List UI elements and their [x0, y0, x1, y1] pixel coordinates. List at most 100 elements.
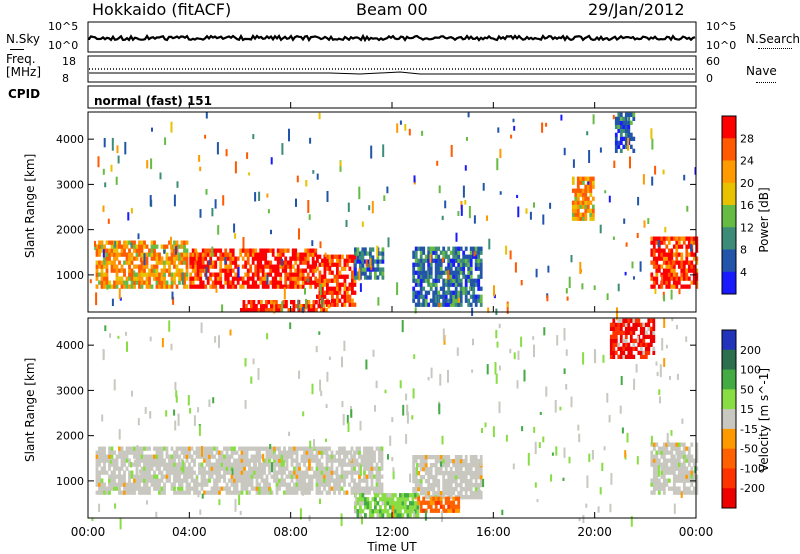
heatmap-cell [295, 490, 299, 495]
heatmap-cell [614, 350, 618, 355]
heatmap-cell [225, 149, 228, 157]
heatmap-cell [209, 260, 213, 265]
heatmap-cell [288, 450, 291, 455]
heatmap-cell [434, 475, 438, 480]
heatmap-cell [369, 275, 372, 280]
heatmap-cell [183, 446, 186, 451]
heatmap-cell [230, 490, 234, 495]
heatmap-cell [675, 490, 679, 495]
colorbar-tick-label: 12 [740, 221, 754, 234]
heatmap-cell [439, 373, 442, 386]
heatmap-cell [120, 252, 124, 257]
heatmap-cell [680, 252, 684, 257]
heatmap-cell [214, 199, 217, 209]
heatmap-cell [447, 282, 451, 287]
heatmap-cell [447, 491, 451, 496]
heatmap-cell [123, 458, 126, 463]
heatmap-cell [264, 248, 268, 253]
heatmap-cell [188, 486, 191, 491]
heatmap-cell [619, 405, 622, 414]
heatmap-cell [599, 487, 602, 495]
heatmap-cell [642, 326, 646, 331]
colorbar-tick-label: 100 [740, 364, 761, 377]
heatmap-cell [185, 268, 189, 273]
heatmap-cell [469, 483, 473, 488]
heatmap-cell [617, 330, 621, 335]
heatmap-cell [442, 508, 446, 513]
heatmap-cell [584, 184, 588, 189]
heatmap-cell [381, 513, 385, 518]
heatmap-cell [457, 250, 461, 255]
heatmap-cell [624, 132, 628, 137]
heatmap-cell [246, 256, 250, 261]
heatmap-cell [115, 248, 119, 253]
heatmap-cell [219, 272, 223, 277]
heatmap-cell [144, 407, 147, 414]
heatmap-cell [293, 482, 296, 487]
heatmap-cell [657, 268, 661, 273]
heatmap-cell [102, 168, 105, 175]
heatmap-cell [203, 490, 206, 495]
heatmap-cell [622, 116, 626, 121]
heatmap-cell [467, 270, 471, 275]
heatmap-cell [175, 268, 179, 273]
heatmap-cell [295, 466, 299, 471]
heatmap-cell [322, 308, 326, 313]
heatmap-cell [454, 294, 458, 299]
heatmap-cell [130, 462, 133, 468]
heatmap-cell [178, 486, 181, 491]
heatmap-cell [672, 442, 676, 447]
heatmap-cell [686, 205, 689, 212]
heatmap-cell [667, 486, 671, 491]
heatmap-cell [203, 482, 206, 487]
heatmap-cell [419, 250, 423, 255]
heatmap-cell [586, 204, 590, 209]
heatmap-cell [457, 467, 461, 472]
heatmap-cell [401, 497, 405, 502]
heatmap-cell [165, 256, 169, 261]
heatmap-cell [375, 474, 379, 479]
heatmap-cell [314, 264, 318, 269]
heatmap-cell [612, 354, 616, 359]
heatmap-cell [265, 300, 268, 305]
heatmap-cell [175, 246, 177, 255]
heatmap-cell [514, 262, 517, 273]
heatmap-cell [175, 454, 179, 459]
heatmap-cell [238, 490, 241, 495]
heatmap-cell [377, 297, 380, 306]
heatmap-cell [675, 276, 679, 281]
heatmap-cell [469, 294, 473, 299]
heatmap-cell [549, 202, 552, 209]
heatmap-cell [218, 335, 220, 348]
heatmap-cell [216, 256, 220, 261]
heatmap-cell [652, 442, 656, 447]
heatmap-cell [253, 470, 256, 475]
heatmap-cell [449, 487, 453, 492]
heatmap-cell [314, 252, 318, 257]
heatmap-cell [389, 501, 392, 506]
heatmap-cell [148, 280, 151, 285]
heatmap-cell [216, 142, 219, 155]
heatmap-cell [145, 244, 149, 249]
heatmap-cell [687, 490, 691, 495]
heatmap-cell [690, 490, 694, 495]
heatmap-cell [419, 262, 423, 267]
heatmap-cell [98, 244, 101, 249]
heatmap-cell [581, 204, 585, 209]
heatmap-cell [366, 263, 370, 268]
heatmap-cell [447, 504, 451, 509]
heatmap-cell [459, 463, 463, 468]
heatmap-cell [447, 508, 451, 513]
heatmap-cell [273, 470, 276, 475]
heatmap-cell [183, 276, 186, 281]
heatmap-cell [546, 295, 549, 302]
heatmap-cell [160, 470, 164, 475]
heatmap-cell [258, 450, 261, 455]
heatmap-cell [378, 474, 381, 479]
heatmap-cell [660, 272, 664, 277]
heatmap-cell [270, 304, 273, 309]
heatmap-cell [449, 282, 453, 287]
heatmap-cell [437, 491, 441, 496]
heatmap-cell [509, 250, 512, 260]
heatmap-cell [323, 446, 326, 451]
